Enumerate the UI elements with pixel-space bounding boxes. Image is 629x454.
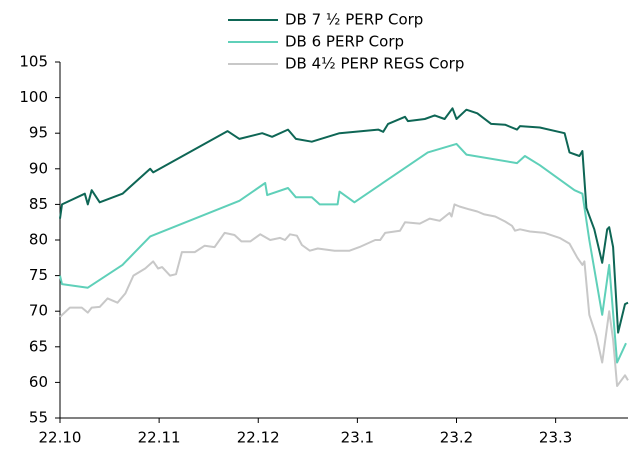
y-tick-label: 105 xyxy=(19,53,48,71)
x-tick-label: 23.2 xyxy=(440,429,473,447)
x-tick-label: 23.1 xyxy=(341,429,374,447)
line-series xyxy=(59,107,629,334)
y-tick-label: 55 xyxy=(29,409,48,427)
y-tick-label: 60 xyxy=(29,373,48,391)
y-tick-label: 85 xyxy=(29,195,48,213)
legend-label: DB 7 ½ PERP Corp xyxy=(285,11,423,29)
x-tick-label: 22.10 xyxy=(39,429,82,447)
y-tick-label: 90 xyxy=(29,159,48,177)
line-series xyxy=(59,142,627,364)
legend-label: DB 6 PERP Corp xyxy=(285,33,404,51)
legend-label: DB 4½ PERP REGS Corp xyxy=(285,55,464,73)
line-series xyxy=(59,203,629,387)
x-tick-label: 22.11 xyxy=(138,429,181,447)
x-tick-label: 22.12 xyxy=(237,429,280,447)
y-tick-label: 100 xyxy=(19,88,48,106)
y-tick-label: 65 xyxy=(29,337,48,355)
y-tick-label: 80 xyxy=(29,231,48,249)
y-tick-label: 95 xyxy=(29,124,48,142)
y-tick-label: 70 xyxy=(29,302,48,320)
x-tick-label: 23.3 xyxy=(539,429,572,447)
y-tick-label: 75 xyxy=(29,266,48,284)
